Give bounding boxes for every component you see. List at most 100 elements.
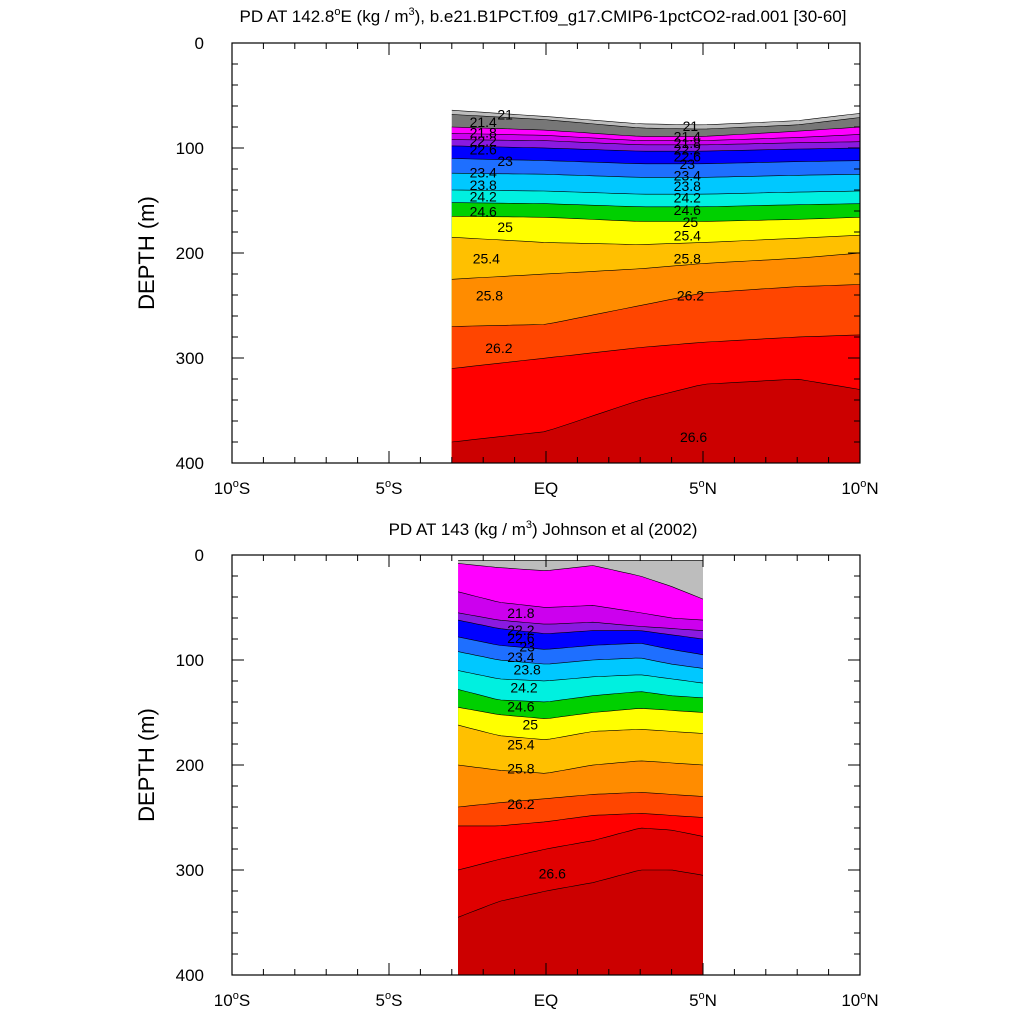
contour-label-1-12: 26.6 [539, 865, 566, 881]
contour-label-0-5: 23 [497, 153, 513, 169]
contour-band-1-15 [458, 870, 703, 975]
contour-label-0-11: 25.4 [473, 251, 500, 267]
contour-line-0-1 [451, 114, 861, 130]
contour-line-1-2 [458, 591, 704, 621]
contour-label-0-19: 23 [680, 156, 696, 172]
contour-line-0-6 [451, 158, 861, 165]
contour-label-0-9: 24.6 [470, 203, 497, 219]
x-tick-label-1-10: 10oN [841, 990, 878, 1010]
upper-contour-labels: 2121.421.822.222.62323.423.824.224.62525… [470, 107, 708, 445]
contour-label-0-0: 21 [497, 107, 513, 123]
x-tick-label-1--5: 5oS [376, 990, 403, 1010]
lower-panel-title: PD AT 143 (kg / m3) Johnson et al (2002) [389, 519, 698, 539]
contour-line-0-14 [451, 334, 861, 369]
contour-label-1-9: 25.4 [507, 736, 534, 752]
contour-label-0-1: 21.4 [470, 114, 497, 130]
contour-line-1-8 [458, 689, 704, 703]
contour-label-0-15: 21.4 [674, 129, 701, 145]
contour-line-1-15 [457, 869, 704, 918]
contour-label-1-10: 25.8 [507, 760, 534, 776]
contour-label-1-1: 22.2 [507, 622, 534, 638]
x-tick-label-1-0: EQ [534, 991, 559, 1010]
contour-label-0-7: 23.8 [470, 177, 497, 193]
x-tick-label-1-5: 5oN [689, 990, 717, 1010]
upper-y-axis-label: DEPTH (m) [134, 196, 159, 310]
upper-panel: PD AT 142.8oE (kg / m3), b.e21.B1PCT.f09… [134, 6, 879, 498]
contour-label-0-3: 22.2 [470, 133, 497, 149]
contour-line-0-9 [451, 202, 861, 208]
contour-line-0-4 [451, 139, 861, 146]
contour-line-0-12 [451, 252, 861, 280]
contour-line-0-10 [451, 216, 861, 222]
lower-y-axis-label: DEPTH (m) [134, 708, 159, 822]
contour-label-0-10: 25 [497, 219, 513, 235]
y-tick-label-0-300: 300 [176, 349, 204, 368]
contour-label-1-0: 21.8 [507, 605, 534, 621]
contour-label-0-21: 23.8 [674, 178, 701, 194]
contour-line-1-11 [458, 760, 704, 774]
contour-label-0-25: 25.4 [674, 227, 701, 243]
x-tick-label-1--10: 10oS [214, 990, 250, 1010]
contour-label-0-23: 24.6 [674, 202, 701, 218]
contour-label-1-6: 24.2 [510, 680, 537, 696]
contour-line-0-15 [451, 378, 861, 443]
contour-band-0-15 [451, 379, 860, 463]
x-tick-label-0-5: 5oN [689, 478, 717, 498]
y-tick-label-1-0: 0 [195, 546, 204, 565]
contour-line-1-5 [458, 636, 704, 656]
contour-line-1-3 [458, 612, 704, 631]
contour-label-0-13: 26.2 [485, 340, 512, 356]
contour-line-1-10 [458, 724, 704, 740]
contour-label-0-4: 22.6 [470, 141, 497, 157]
contour-line-1-4 [458, 619, 704, 640]
contour-line-1-6 [458, 651, 704, 669]
contour-label-1-8: 25 [523, 716, 539, 732]
y-tick-label-1-100: 100 [176, 651, 204, 670]
x-tick-label-0--5: 5oS [376, 478, 403, 498]
contour-label-0-26: 25.8 [674, 251, 701, 267]
contour-line-0-5 [451, 145, 861, 152]
contour-line-0-13 [451, 284, 861, 327]
contour-label-0-2: 21.8 [470, 125, 497, 141]
lower-panel: PD AT 143 (kg / m3) Johnson et al (2002)… [134, 519, 879, 1010]
contour-label-0-28: 26.6 [680, 429, 707, 445]
y-tick-label-0-0: 0 [195, 34, 204, 53]
contour-line-0-11 [451, 234, 861, 245]
contour-label-0-20: 23.4 [674, 168, 701, 184]
upper-panel-title: PD AT 142.8oE (kg / m3), b.e21.B1PCT.f09… [240, 6, 847, 26]
contour-label-1-5: 23.8 [514, 662, 541, 678]
x-tick-label-0-0: EQ [534, 479, 559, 498]
contour-label-0-27: 26.2 [677, 287, 704, 303]
contour-line-1-9 [458, 707, 704, 719]
upper-axes: 0 100 200 300 400 10oS 5oS EQ 5oN 10oN [176, 34, 879, 498]
contour-line-1-12 [458, 792, 704, 808]
contour-label-1-7: 24.6 [507, 698, 534, 714]
contour-line-1-7 [458, 670, 704, 684]
contour-label-1-11: 26.2 [507, 796, 534, 812]
upper-contour-fills [451, 109, 861, 464]
contour-line-1-13 [458, 813, 704, 827]
contour-label-0-6: 23.4 [470, 164, 497, 180]
y-tick-label-1-200: 200 [176, 756, 204, 775]
y-tick-label-0-200: 200 [176, 244, 204, 263]
lower-axes: 0 100 200 300 400 10oS 5oS EQ 5oN 10oN [176, 546, 879, 1010]
contour-label-1-4: 23.4 [507, 649, 534, 665]
y-tick-label-1-300: 300 [176, 861, 204, 880]
contour-label-0-18: 22.6 [674, 149, 701, 165]
contour-line-0-3 [451, 133, 861, 141]
contour-label-0-14: 21 [683, 118, 699, 134]
y-tick-label-0-100: 100 [176, 139, 204, 158]
contour-line-0-7 [451, 172, 861, 178]
contour-label-0-22: 24.2 [674, 190, 701, 206]
contour-line-0-8 [451, 189, 861, 195]
contour-label-0-16: 21.8 [674, 135, 701, 151]
contour-line-1-14 [458, 827, 704, 871]
contour-line-1-1 [458, 563, 704, 600]
contour-line-0-2 [451, 126, 861, 137]
contour-label-0-17: 22.2 [674, 141, 701, 157]
contour-label-0-24: 25 [683, 214, 699, 230]
contour-line-0-0 [451, 109, 861, 126]
contour-label-0-8: 24.2 [470, 189, 497, 205]
